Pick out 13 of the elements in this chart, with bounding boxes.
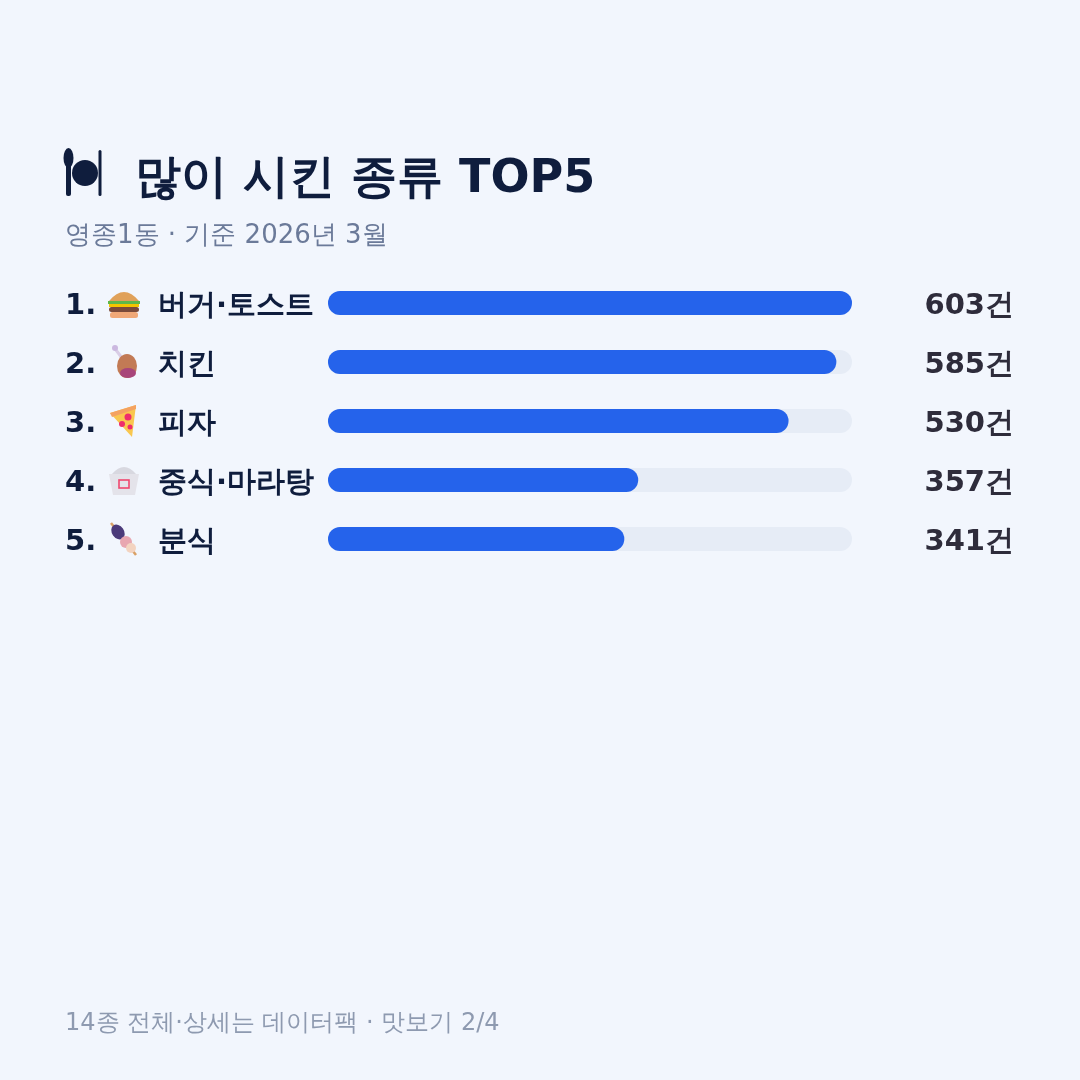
category-label: 4. 중식·마라탕 — [65, 464, 315, 498]
category-label: 5. 분식 — [65, 523, 216, 557]
text: 14종 전체·상세는 데이터팩 · 맛보기 2/4 — [65, 1008, 500, 1036]
category-label: 1. 버거·토스트 — [65, 287, 315, 321]
data-label: 585건 — [924, 346, 1014, 380]
category-label: 3. 피자 — [65, 405, 216, 439]
chart-title: 많이 시킨 종류 TOP5 — [135, 149, 596, 203]
category-label: 2. 치킨 — [65, 346, 216, 380]
data-label: 530건 — [924, 405, 1014, 439]
data-label: 357건 — [924, 464, 1014, 498]
chart-subtitle: 영종1동 · 기준 2026년 3월 — [65, 219, 388, 249]
data-label: 341건 — [924, 523, 1014, 557]
data-label: 603건 — [924, 287, 1014, 321]
